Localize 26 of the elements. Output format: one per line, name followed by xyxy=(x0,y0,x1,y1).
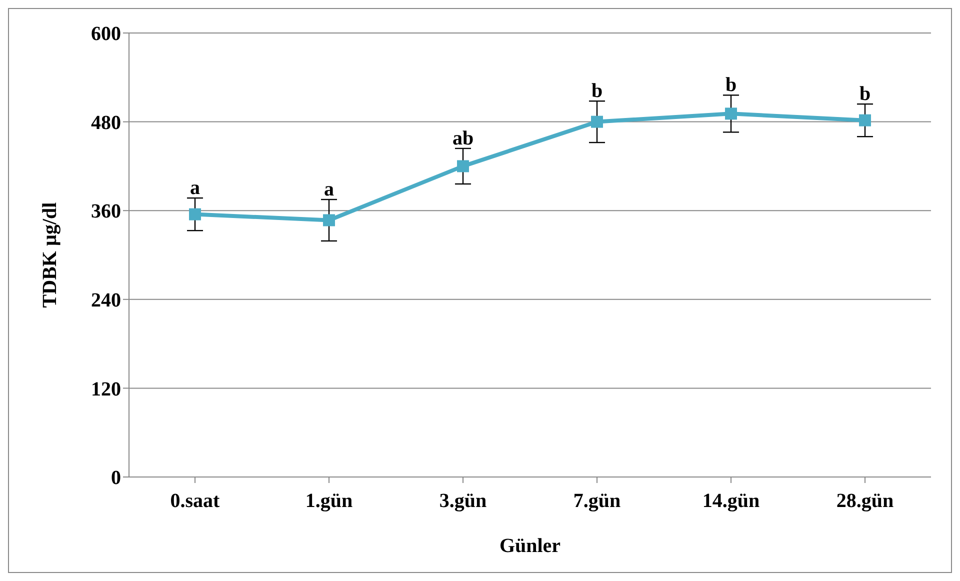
point xyxy=(591,116,603,128)
point xyxy=(457,160,469,172)
annotation: a xyxy=(190,177,200,200)
y-tick-label: 120 xyxy=(91,378,121,400)
x-tick-label: 7.gün xyxy=(573,490,621,512)
annotation: a xyxy=(324,178,334,200)
y-tick-label: 0 xyxy=(111,467,121,490)
x-tick-label: 1.gün xyxy=(305,490,353,512)
y-axis-title: TDBK µg/dl xyxy=(39,202,62,308)
x-tick-label: 0.saat xyxy=(170,490,220,512)
x-tick-label: 14.gün xyxy=(702,490,760,512)
annotation: b xyxy=(725,74,737,96)
point xyxy=(725,108,737,120)
x-tick-label: 28.gün xyxy=(836,490,894,512)
annotation: b xyxy=(859,83,871,106)
y-tick-label: 360 xyxy=(91,200,121,223)
y-tick-label: 240 xyxy=(91,290,121,312)
y-tick-label: 600 xyxy=(91,23,121,46)
y-tick-label: 480 xyxy=(91,112,121,134)
point xyxy=(323,214,335,226)
annotation: b xyxy=(591,80,603,102)
annotation: ab xyxy=(452,127,474,150)
x-axis-title: Günler xyxy=(499,535,561,557)
x-tick-label: 3.gün xyxy=(439,490,487,512)
point xyxy=(859,114,871,126)
point xyxy=(189,208,201,220)
